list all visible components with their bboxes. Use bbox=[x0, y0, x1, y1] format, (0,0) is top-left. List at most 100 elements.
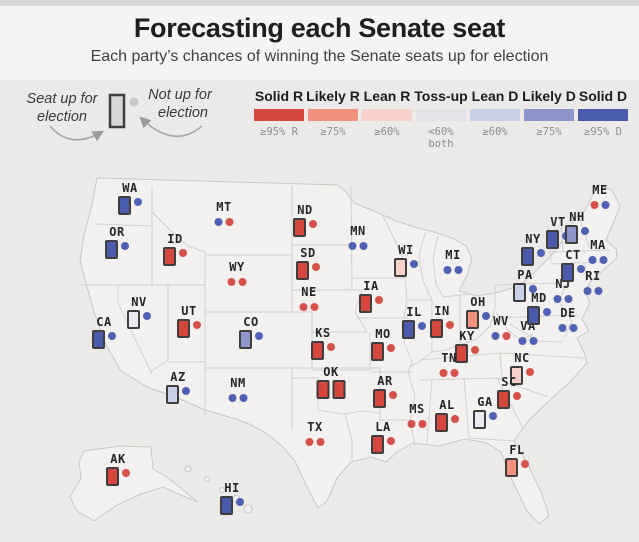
state-co[interactable]: CO bbox=[239, 316, 263, 349]
state-or[interactable]: OR bbox=[105, 226, 129, 259]
senator-dot bbox=[581, 227, 589, 235]
rating-threshold: ≥95% R bbox=[260, 126, 298, 138]
state-me[interactable]: ME bbox=[590, 184, 610, 209]
state-in[interactable]: IN bbox=[430, 305, 454, 338]
senator-dot bbox=[558, 324, 567, 332]
state-abbr-label: WI bbox=[398, 243, 414, 257]
state-ms[interactable]: MS bbox=[407, 403, 427, 428]
state-markers-row bbox=[590, 198, 610, 209]
senator-dot bbox=[182, 387, 190, 395]
state-abbr-label: CO bbox=[243, 315, 259, 329]
rating-category-lean-d: Lean D ≥60% bbox=[468, 88, 522, 150]
senator-dot bbox=[310, 303, 319, 311]
seat-up-marker bbox=[371, 435, 384, 454]
senator-dot bbox=[569, 324, 578, 332]
state-ak[interactable]: AK bbox=[106, 453, 130, 486]
state-de[interactable]: DE bbox=[558, 306, 578, 332]
state-mo[interactable]: MO bbox=[371, 328, 395, 361]
state-ut[interactable]: UT bbox=[177, 305, 201, 338]
senator-dot bbox=[309, 220, 317, 228]
state-nm[interactable]: NM bbox=[228, 377, 248, 402]
state-markers-row bbox=[371, 435, 395, 454]
state-abbr-label: VT bbox=[550, 215, 566, 229]
state-wv[interactable]: WV bbox=[491, 315, 511, 340]
state-ma[interactable]: MA bbox=[588, 238, 608, 264]
seat-up-marker bbox=[521, 247, 534, 266]
rating-threshold: ≥95% D bbox=[584, 126, 622, 138]
state-markers-row bbox=[127, 310, 151, 329]
state-la[interactable]: LA bbox=[371, 421, 395, 454]
state-abbr-label: WA bbox=[122, 181, 138, 195]
state-nh[interactable]: NH bbox=[565, 211, 589, 244]
state-oh[interactable]: OH bbox=[466, 296, 490, 329]
senator-dot bbox=[239, 394, 248, 402]
top-strip bbox=[0, 0, 639, 6]
state-hi[interactable]: HI bbox=[220, 482, 244, 515]
state-ok[interactable]: OK bbox=[316, 366, 346, 399]
state-ia[interactable]: IA bbox=[359, 280, 383, 313]
state-tx[interactable]: TX bbox=[305, 421, 325, 446]
scale-legend: Solid R ≥95% R Likely R ≥75% Lean R ≥60% Toss-… bbox=[252, 88, 634, 150]
state-ga[interactable]: GA bbox=[473, 396, 497, 429]
state-az[interactable]: AZ bbox=[166, 371, 190, 404]
seat-up-marker bbox=[106, 467, 119, 486]
state-sc[interactable]: SC bbox=[497, 376, 521, 409]
state-ky[interactable]: KY bbox=[455, 330, 479, 363]
state-nd[interactable]: ND bbox=[293, 204, 317, 237]
state-abbr-label: IN bbox=[434, 304, 450, 318]
state-abbr-label: SC bbox=[501, 375, 517, 389]
state-ca[interactable]: CA bbox=[92, 316, 116, 349]
state-pa[interactable]: PA bbox=[513, 269, 537, 302]
state-mn[interactable]: MN bbox=[348, 225, 368, 250]
state-mt[interactable]: MT bbox=[214, 201, 234, 226]
state-ks[interactable]: KS bbox=[311, 327, 335, 360]
senator-dot bbox=[193, 321, 201, 329]
state-markers-row bbox=[348, 239, 368, 250]
state-markers-row bbox=[177, 319, 201, 338]
state-nv[interactable]: NV bbox=[127, 296, 151, 329]
state-al[interactable]: AL bbox=[435, 399, 459, 432]
rating-category-solid-d: Solid D ≥95% D bbox=[576, 88, 630, 150]
senator-dot bbox=[387, 437, 395, 445]
state-wi[interactable]: WI bbox=[394, 244, 418, 277]
senator-dot bbox=[143, 312, 151, 320]
state-wy[interactable]: WY bbox=[227, 260, 247, 286]
state-markers-row bbox=[166, 385, 190, 404]
senator-dot bbox=[518, 337, 527, 345]
rating-category-likely-d: Likely D ≥75% bbox=[522, 88, 576, 150]
state-markers-row bbox=[305, 435, 325, 446]
rating-threshold: <60% both bbox=[428, 126, 454, 151]
seat-up-marker bbox=[394, 258, 407, 277]
state-fl[interactable]: FL bbox=[505, 444, 529, 477]
seat-up-marker bbox=[565, 225, 578, 244]
state-id[interactable]: ID bbox=[163, 233, 187, 266]
state-abbr-label: CT bbox=[565, 248, 581, 262]
rating-swatch bbox=[254, 109, 304, 121]
state-tn[interactable]: TN bbox=[439, 352, 459, 377]
state-abbr-label: WY bbox=[229, 260, 245, 274]
state-markers-row bbox=[163, 247, 187, 266]
state-markers-row bbox=[430, 319, 454, 338]
state-md[interactable]: MD bbox=[527, 292, 551, 325]
rating-threshold: ≥60% bbox=[374, 126, 400, 138]
state-ny[interactable]: NY bbox=[521, 233, 545, 266]
senator-dot bbox=[410, 260, 418, 268]
senator-dot bbox=[359, 242, 368, 250]
rating-category-solid-r: Solid R ≥95% R bbox=[252, 88, 306, 150]
state-mi[interactable]: MI bbox=[443, 249, 463, 274]
state-abbr-label: DE bbox=[560, 306, 576, 320]
seat-up-label-line1: Seat up for bbox=[27, 91, 99, 107]
state-nc[interactable]: NC bbox=[510, 352, 534, 385]
seat-up-marker bbox=[239, 330, 252, 349]
state-sd[interactable]: SD bbox=[296, 247, 320, 280]
seat-up-marker bbox=[455, 344, 468, 363]
state-ne[interactable]: NE bbox=[299, 286, 319, 311]
state-ri[interactable]: RI bbox=[583, 270, 603, 295]
state-wa[interactable]: WA bbox=[118, 182, 142, 215]
senator-dot bbox=[418, 420, 427, 428]
state-il[interactable]: IL bbox=[402, 306, 426, 339]
state-ar[interactable]: AR bbox=[373, 375, 397, 408]
state-markers-row bbox=[521, 247, 545, 266]
state-abbr-label: MA bbox=[590, 238, 606, 252]
state-ct[interactable]: CT bbox=[561, 249, 585, 282]
